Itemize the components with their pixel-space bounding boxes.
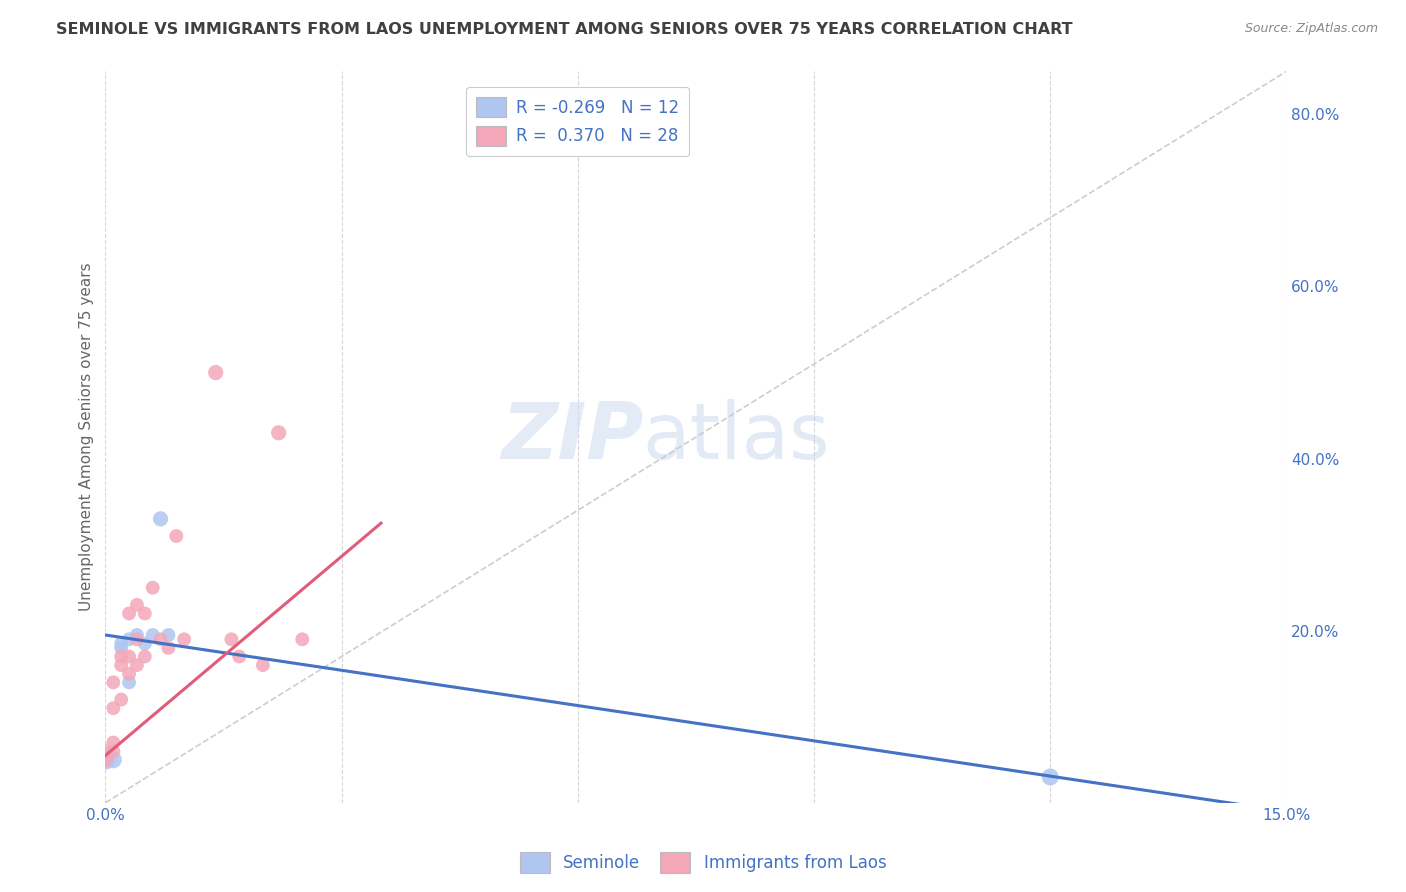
Point: [110, 692, 132, 706]
Point: [142, 628, 165, 642]
Point: [94, 753, 117, 767]
Point: [165, 529, 187, 543]
Point: [118, 607, 141, 621]
Point: [228, 649, 250, 664]
Point: [252, 658, 274, 673]
Point: [142, 581, 165, 595]
Point: [204, 366, 226, 380]
Point: [125, 628, 148, 642]
Point: [1039, 770, 1062, 784]
Point: [157, 640, 180, 655]
Point: [173, 632, 195, 647]
Point: [157, 628, 180, 642]
Text: SEMINOLE VS IMMIGRANTS FROM LAOS UNEMPLOYMENT AMONG SENIORS OVER 75 YEARS CORREL: SEMINOLE VS IMMIGRANTS FROM LAOS UNEMPLO…: [56, 22, 1073, 37]
Point: [103, 735, 125, 749]
Point: [118, 649, 141, 664]
Text: atlas: atlas: [643, 399, 831, 475]
Point: [291, 632, 314, 647]
Point: [149, 632, 172, 647]
Point: [110, 658, 132, 673]
Point: [118, 675, 141, 690]
Point: [103, 753, 125, 767]
Point: [118, 666, 141, 681]
Point: [94, 753, 117, 767]
Point: [125, 658, 148, 673]
Point: [149, 512, 172, 526]
Point: [94, 744, 117, 758]
Point: [267, 425, 290, 440]
Legend: Seminole, Immigrants from Laos: Seminole, Immigrants from Laos: [513, 846, 893, 880]
Point: [103, 701, 125, 715]
Point: [125, 632, 148, 647]
Point: [103, 675, 125, 690]
Point: [103, 744, 125, 758]
Point: [110, 637, 132, 651]
Point: [134, 649, 156, 664]
Point: [110, 640, 132, 655]
Text: Source: ZipAtlas.com: Source: ZipAtlas.com: [1244, 22, 1378, 36]
Point: [118, 632, 141, 647]
Legend: R = -0.269   N = 12, R =  0.370   N = 28: R = -0.269 N = 12, R = 0.370 N = 28: [467, 87, 689, 156]
Y-axis label: Unemployment Among Seniors over 75 years: Unemployment Among Seniors over 75 years: [79, 263, 94, 611]
Point: [110, 649, 132, 664]
Point: [134, 607, 156, 621]
Text: ZIP: ZIP: [501, 399, 643, 475]
Point: [134, 637, 156, 651]
Point: [125, 598, 148, 612]
Point: [221, 632, 243, 647]
